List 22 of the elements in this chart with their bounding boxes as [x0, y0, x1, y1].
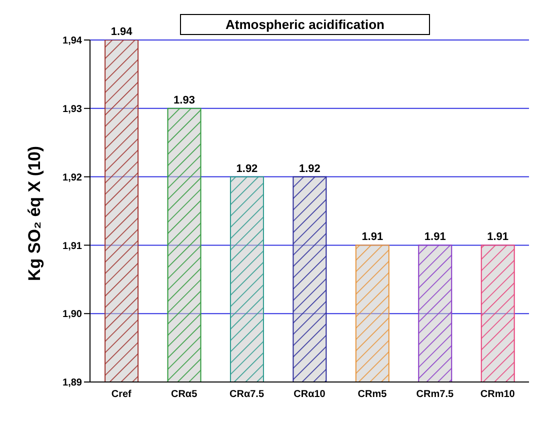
- y-tick-label: 1,94: [62, 36, 82, 47]
- x-tick-label: CRα5: [170, 389, 198, 400]
- chart-title: Atmospheric acidification: [180, 14, 430, 35]
- data-label: 1.94: [110, 26, 134, 38]
- y-axis-title: Kg SO₂ éq X (10): [25, 146, 44, 281]
- y-tick-label: 1,90: [62, 309, 82, 320]
- x-tick-label: CRm7.5: [416, 389, 454, 400]
- x-tick-label: CRα7.5: [230, 389, 264, 400]
- data-label: 1.92: [236, 162, 258, 175]
- x-tick-label: CRα10: [294, 389, 326, 400]
- x-tick-label: CRm5: [358, 389, 388, 400]
- x-tick-label: CRm10: [480, 389, 516, 400]
- y-tick-label: 1,89: [62, 378, 82, 389]
- data-label: 1.91: [487, 231, 509, 244]
- x-tick-label: Cref: [111, 389, 132, 400]
- data-label: 1.93: [174, 94, 195, 106]
- y-tick-label: 1,91: [62, 240, 82, 252]
- y-tick-label: 1,93: [62, 104, 82, 115]
- y-tick-label: 1,92: [62, 172, 82, 184]
- data-label: 1.91: [424, 231, 446, 244]
- data-label: 1.92: [298, 162, 320, 175]
- data-label: 1.91: [362, 231, 384, 244]
